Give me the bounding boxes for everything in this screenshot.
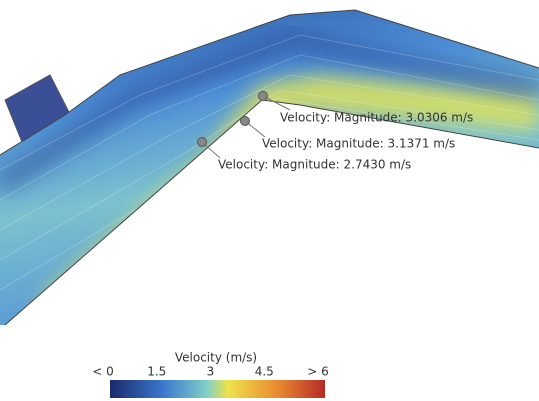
colorbar-gradient xyxy=(110,380,325,398)
probe-label: Velocity: Magnitude: 2.7430 m/s xyxy=(218,158,411,172)
colorbar: Velocity (m/s) < 0 1.5 3 4.5 > 6 xyxy=(92,351,329,399)
flow-visualization: Velocity: Magnitude: 3.0306 m/s Velocity… xyxy=(0,0,539,401)
probe-point xyxy=(241,117,250,126)
colorbar-tick-label: 4.5 xyxy=(255,365,274,379)
colorbar-tick-label: < 0 xyxy=(92,365,114,379)
probe-label: Velocity: Magnitude: 3.0306 m/s xyxy=(280,111,473,125)
probe-point xyxy=(198,138,207,147)
colorbar-tick-label: > 6 xyxy=(307,365,329,379)
colorbar-tick-label: 3 xyxy=(207,365,215,379)
colorbar-tick-label: 1.5 xyxy=(147,365,166,379)
probe-label: Velocity: Magnitude: 3.1371 m/s xyxy=(262,137,455,151)
colorbar-title: Velocity (m/s) xyxy=(175,351,257,365)
probe-point xyxy=(259,92,268,101)
